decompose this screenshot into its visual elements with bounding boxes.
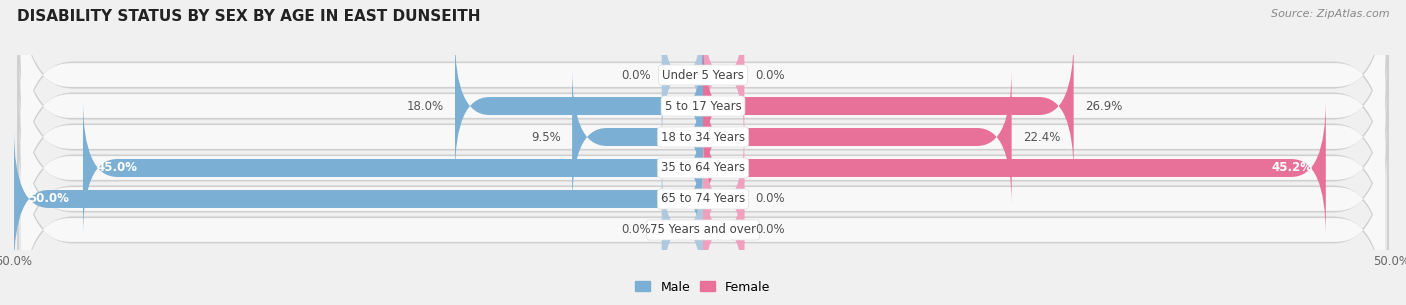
FancyBboxPatch shape: [18, 0, 1388, 217]
FancyBboxPatch shape: [14, 131, 703, 267]
Text: 5 to 17 Years: 5 to 17 Years: [665, 99, 741, 113]
Legend: Male, Female: Male, Female: [630, 275, 776, 299]
Text: 26.9%: 26.9%: [1084, 99, 1122, 113]
FancyBboxPatch shape: [18, 88, 1388, 305]
FancyBboxPatch shape: [21, 71, 1385, 265]
Text: 50.0%: 50.0%: [28, 192, 69, 206]
FancyBboxPatch shape: [662, 161, 703, 298]
Text: 0.0%: 0.0%: [755, 224, 785, 236]
FancyBboxPatch shape: [703, 38, 1074, 174]
Text: 18 to 34 Years: 18 to 34 Years: [661, 131, 745, 144]
FancyBboxPatch shape: [703, 69, 1012, 206]
Text: 0.0%: 0.0%: [755, 69, 785, 81]
Text: 22.4%: 22.4%: [1022, 131, 1060, 144]
Text: Source: ZipAtlas.com: Source: ZipAtlas.com: [1271, 9, 1389, 19]
FancyBboxPatch shape: [21, 9, 1385, 203]
FancyBboxPatch shape: [18, 26, 1388, 248]
Text: DISABILITY STATUS BY SEX BY AGE IN EAST DUNSEITH: DISABILITY STATUS BY SEX BY AGE IN EAST …: [17, 9, 481, 24]
FancyBboxPatch shape: [662, 7, 703, 144]
FancyBboxPatch shape: [18, 0, 1388, 186]
Text: 75 Years and over: 75 Years and over: [650, 224, 756, 236]
FancyBboxPatch shape: [18, 119, 1388, 305]
Text: 0.0%: 0.0%: [621, 69, 651, 81]
Text: 0.0%: 0.0%: [755, 192, 785, 206]
Text: 45.0%: 45.0%: [97, 161, 138, 174]
FancyBboxPatch shape: [572, 69, 703, 206]
FancyBboxPatch shape: [703, 99, 1326, 236]
FancyBboxPatch shape: [18, 57, 1388, 279]
FancyBboxPatch shape: [21, 133, 1385, 305]
Text: Under 5 Years: Under 5 Years: [662, 69, 744, 81]
FancyBboxPatch shape: [21, 40, 1385, 234]
FancyBboxPatch shape: [703, 7, 744, 144]
Text: 18.0%: 18.0%: [406, 99, 444, 113]
FancyBboxPatch shape: [703, 161, 744, 298]
Text: 0.0%: 0.0%: [621, 224, 651, 236]
Text: 35 to 64 Years: 35 to 64 Years: [661, 161, 745, 174]
FancyBboxPatch shape: [83, 99, 703, 236]
FancyBboxPatch shape: [456, 38, 703, 174]
Text: 65 to 74 Years: 65 to 74 Years: [661, 192, 745, 206]
Text: 45.2%: 45.2%: [1271, 161, 1312, 174]
FancyBboxPatch shape: [21, 102, 1385, 296]
Text: 9.5%: 9.5%: [531, 131, 561, 144]
FancyBboxPatch shape: [21, 0, 1385, 172]
FancyBboxPatch shape: [703, 131, 744, 267]
